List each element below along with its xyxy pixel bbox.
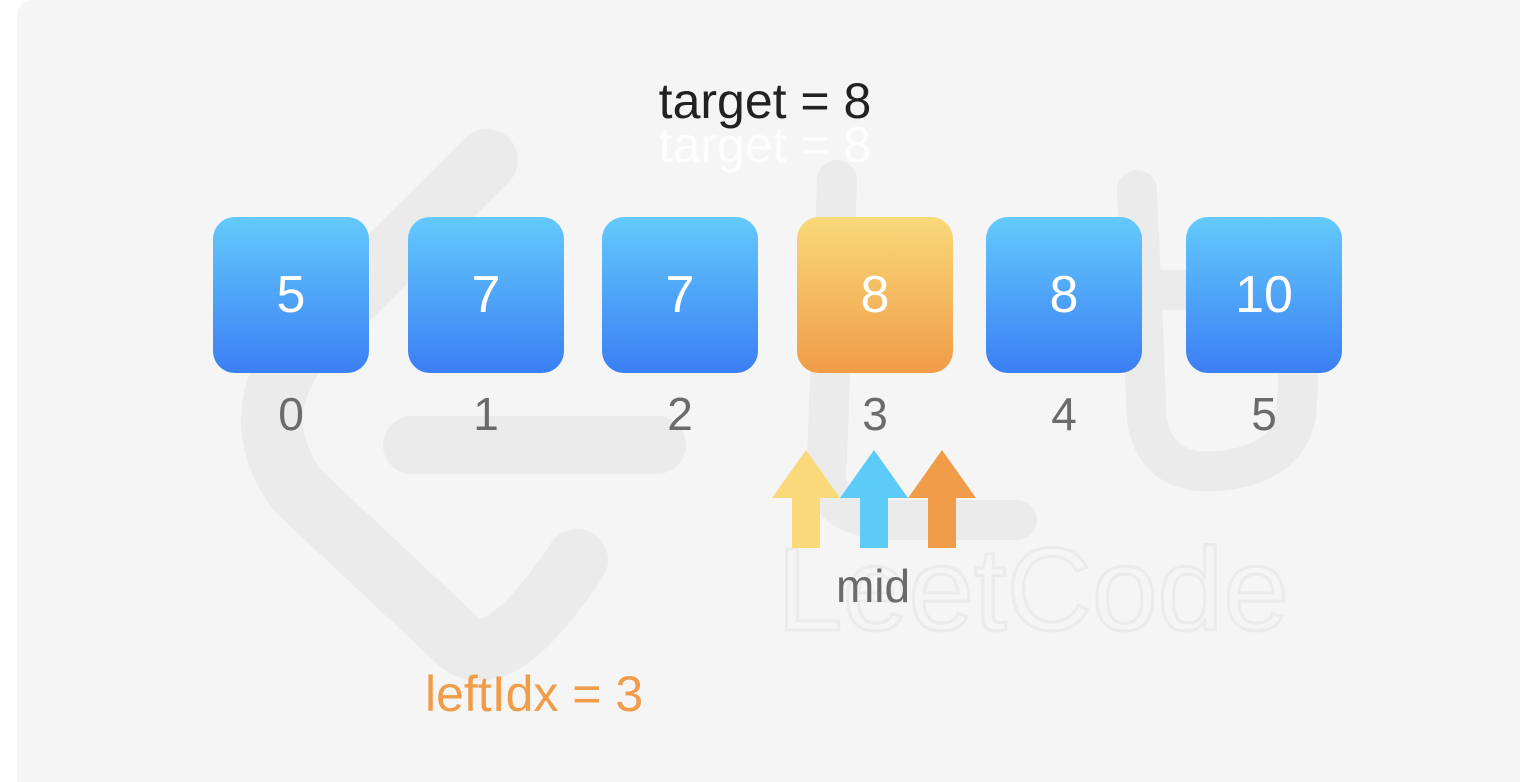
right-pointer-arrow-icon — [840, 450, 908, 548]
cell-value: 10 — [1235, 266, 1293, 324]
mid-pointer-arrow-icon — [908, 450, 976, 548]
cell-value: 7 — [665, 266, 695, 324]
array-cell: 8 — [986, 217, 1142, 373]
left-pointer-arrow-icon — [772, 450, 840, 548]
index-label: 4 — [1051, 388, 1077, 440]
cell-value: 8 — [860, 266, 890, 324]
cell-value: 7 — [471, 266, 501, 324]
index-label: 3 — [862, 388, 888, 440]
index-label: 2 — [667, 388, 693, 440]
result-label: leftIdx = 3 — [425, 666, 644, 722]
diagram-canvas: LeetCode target = 8 target = 8 5 7 7 8 8… — [17, 0, 1520, 782]
array-cell: 7 — [602, 217, 758, 373]
array-cell: 10 — [1186, 217, 1342, 373]
index-label: 1 — [473, 388, 499, 440]
array-cell: 5 — [213, 217, 369, 373]
array-cell-highlighted: 8 — [797, 217, 953, 373]
index-label: 5 — [1251, 388, 1277, 440]
target-label-shadow: target = 8 — [658, 117, 872, 173]
mid-label: mid — [835, 560, 911, 612]
cell-value: 5 — [276, 266, 306, 324]
cell-value: 8 — [1049, 266, 1079, 324]
index-label: 0 — [278, 388, 304, 440]
array-cell: 7 — [408, 217, 564, 373]
target-label: target = 8 — [658, 73, 872, 129]
